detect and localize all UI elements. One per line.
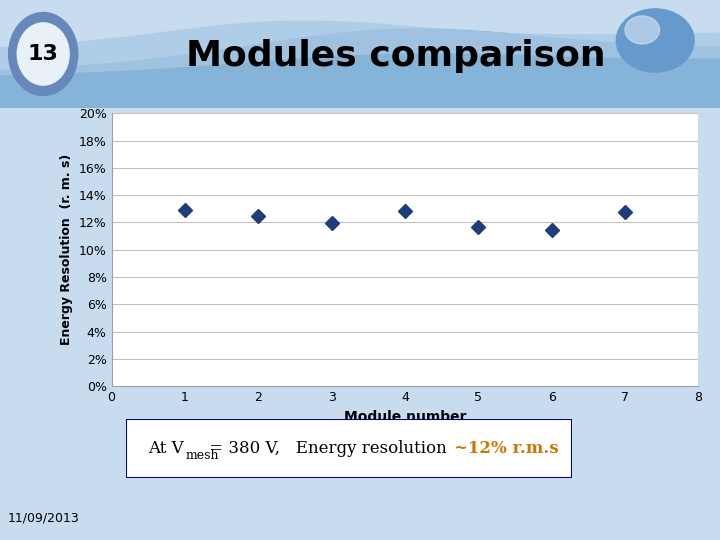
Text: mesh: mesh [186,449,220,462]
Text: 11/09/2013: 11/09/2013 [7,512,79,525]
Polygon shape [0,28,720,108]
Text: ~12% r.m.s: ~12% r.m.s [454,440,559,457]
X-axis label: Module number: Module number [343,409,467,423]
Text: = 380 V,   Energy resolution: = 380 V, Energy resolution [204,440,452,457]
Circle shape [616,9,694,72]
Circle shape [625,16,660,44]
Text: At V: At V [148,440,184,457]
FancyBboxPatch shape [126,418,572,478]
Y-axis label: Energy Resolution  (r. m. s): Energy Resolution (r. m. s) [60,154,73,346]
Text: 13: 13 [28,44,58,64]
Polygon shape [0,21,720,75]
Circle shape [9,12,78,96]
Text: Modules comparison: Modules comparison [186,39,606,73]
Circle shape [17,23,69,85]
